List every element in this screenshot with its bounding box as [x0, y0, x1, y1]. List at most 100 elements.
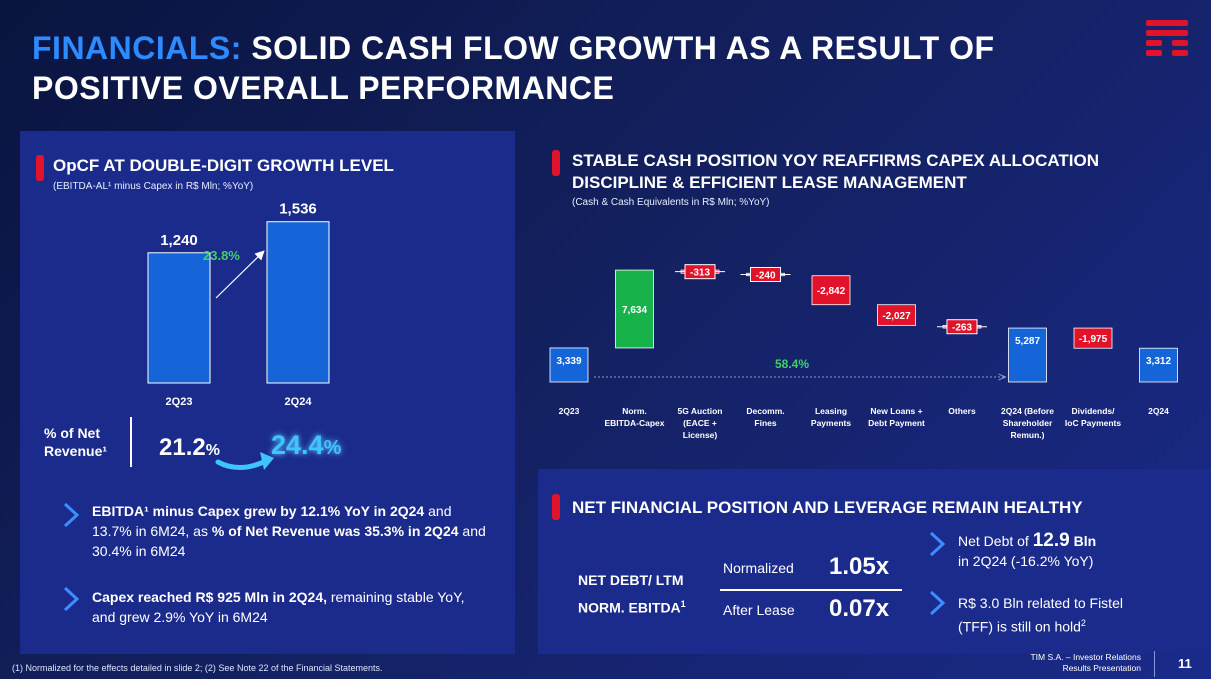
waterfall-label-box: [946, 319, 978, 335]
metric-sup: 1: [680, 599, 686, 609]
pct-label-line1: % of Net: [44, 425, 100, 441]
waterfall-category-label: Decomm.: [746, 406, 784, 416]
waterfall-label-box: [750, 266, 781, 282]
waterfall-category-label: Payments: [811, 418, 851, 428]
pct-2q23-unit: %: [205, 442, 220, 459]
waterfall-category-label: EBITDA-Capex: [605, 418, 665, 428]
page-title-rest: SOLID CASH FLOW GROWTH AS A RESULT OF PO…: [32, 30, 995, 106]
waterfall-category-label: (EACE +: [683, 418, 717, 428]
net-debt-unit: Bln: [1069, 533, 1097, 549]
growth-arrow: [215, 250, 265, 299]
waterfall-category-label: 2Q23: [559, 406, 580, 416]
fistel-sup: 2: [1080, 618, 1086, 628]
section-marker: [36, 155, 44, 181]
bullet1-plain2: and 30.4% in 6M24: [92, 523, 486, 559]
waterfall-bar: [1139, 347, 1178, 383]
bullet-capex: Capex reached R$ 925 Mln in 2Q24, remain…: [92, 587, 482, 627]
page-title: FINANCIALS: SOLID CASH FLOW GROWTH AS A …: [32, 28, 1132, 108]
pct-label-line2: Revenue¹: [44, 443, 108, 459]
tim-logo: [1146, 20, 1188, 56]
fistel-line2: (TFF) is still on hold: [958, 618, 1081, 635]
waterfall-bar: [1008, 327, 1047, 383]
bullet1-plain1: and 13.7% in 6M24, as: [92, 503, 452, 539]
waterfall-value-label: -1,975: [1079, 334, 1108, 345]
chevron-right-icon: [929, 531, 946, 557]
waterfall-category-label: Fines: [754, 418, 776, 428]
fistel-bullet: R$ 3.0 Bln related to Fistel (TFF) is st…: [958, 593, 1123, 637]
net-financial-title: NET FINANCIAL POSITION AND LEVERAGE REMA…: [572, 498, 1083, 517]
footer-line1: TIM S.A. – Investor Relations: [1030, 652, 1141, 662]
cash-position-title: STABLE CASH POSITION YOY REAFFIRMS CAPEX…: [572, 151, 1100, 192]
after-lease-value: 0.07x: [829, 595, 890, 622]
pct-net-revenue-label: % of Net Revenue¹: [44, 424, 107, 460]
footnote: (1) Normalized for the effects detailed …: [12, 663, 383, 673]
chevron-right-icon: [63, 502, 80, 528]
waterfall-category-label: 5G Auction: [677, 406, 722, 416]
waterfall-value-label: -2,027: [882, 311, 911, 322]
footer-line2: Results Presentation: [1062, 663, 1141, 673]
metric-line2: NORM. EBITDA: [578, 599, 681, 616]
waterfall-bar: [549, 347, 589, 383]
opcf-value-label: 1,536: [279, 201, 317, 218]
waterfall-category-label: 2Q24 (Before: [1001, 406, 1054, 416]
waterfall-value-label: 3,339: [556, 356, 581, 367]
waterfall-bar: [615, 269, 654, 349]
pct-2q24-unit: %: [323, 437, 342, 459]
waterfall-value-label: -240: [755, 270, 775, 281]
page-title-highlight: FINANCIALS:: [32, 30, 242, 66]
waterfall-category-label: New Loans +: [870, 406, 922, 416]
cash-position-subtitle: (Cash & Cash Equivalents in R$ Mln; %YoY…: [572, 197, 770, 208]
opcf-category-label: 2Q23: [166, 396, 193, 408]
opcf-growth-label: 23.8%: [203, 248, 240, 263]
bullet2-bold1: Capex reached R$ 925 Mln in 2Q24,: [92, 589, 327, 605]
chevron-right-icon: [929, 590, 946, 616]
waterfall-value-label: 7,634: [622, 305, 647, 316]
waterfall-category-label: License): [683, 430, 718, 440]
waterfall-category-label: Dividends/: [1072, 406, 1116, 416]
opcf-value-label: 1,240: [160, 232, 198, 249]
opcf-category-label: 2Q24: [285, 396, 313, 408]
opcf-bar: [266, 221, 330, 384]
waterfall-bar: [877, 304, 916, 326]
waterfall-category-label: Remun.): [1011, 430, 1045, 440]
net-debt-line2: in 2Q24 (-16.2% YoY): [958, 553, 1094, 569]
bullet1-bold2: % of Net Revenue was 35.3% in 2Q24: [211, 523, 459, 539]
pct-2q24-value: 24.4: [271, 430, 324, 460]
net-debt-bullet: Net Debt of 12.9 Bln in 2Q24 (-16.2% YoY…: [958, 531, 1096, 571]
waterfall-label-box: [684, 264, 716, 280]
opcf-title: OpCF AT DOUBLE-DIGIT GROWTH LEVEL: [53, 156, 394, 175]
cash-waterfall-chart: 3,339 2Q23 7,634 Norm. EBITDA-Capex -313 5G Au…: [549, 264, 1178, 440]
waterfall-value-label: 5,287: [1015, 336, 1040, 347]
waterfall-bar: [811, 275, 851, 306]
left-panel: [20, 131, 515, 654]
table-separator: [720, 589, 902, 591]
divider: [130, 417, 132, 467]
waterfall-category-label: Norm.: [622, 406, 647, 416]
normalized-label: Normalized: [723, 560, 794, 576]
page-number: 11: [1178, 656, 1192, 671]
waterfall-category-label: 2Q24: [1148, 406, 1169, 416]
net-debt-pre: Net Debt of: [958, 533, 1033, 549]
fistel-line1: R$ 3.0 Bln related to Fistel: [958, 595, 1123, 611]
curved-arrow-icon: [215, 452, 274, 470]
bullet2-plain1: remaining stable YoY, and grew 2.9% YoY …: [92, 589, 465, 625]
waterfall-category-label: Others: [948, 406, 976, 416]
metric-line1: NET DEBT/ LTM: [578, 572, 684, 588]
waterfall-value-label: -313: [690, 268, 710, 279]
waterfall-value-label: 3,312: [1146, 356, 1171, 367]
waterfall-category-label: Debt Payment: [868, 418, 925, 428]
footer-company: TIM S.A. – Investor Relations Results Pr…: [1030, 652, 1141, 674]
net-debt-metric-label: NET DEBT/ LTM NORM. EBITDA1: [578, 568, 686, 620]
net-financial-panel: [538, 469, 1211, 654]
section-marker: [552, 150, 560, 176]
chevron-right-icon: [63, 586, 80, 612]
pct-2q23: 21.2%: [159, 434, 220, 462]
waterfall-bar: [1073, 327, 1113, 349]
pct-2q24: 24.4%: [271, 430, 341, 461]
bullet-ebitda-capex: EBITDA¹ minus Capex grew by 12.1% YoY in…: [92, 501, 492, 561]
waterfall-growth-label: 58.4%: [775, 357, 809, 371]
opcf-bar: [147, 252, 211, 384]
bullet1-bold1: EBITDA¹ minus Capex grew by 12.1% YoY in…: [92, 503, 425, 519]
after-lease-label: After Lease: [723, 602, 795, 618]
waterfall-value-label: -2,842: [817, 286, 846, 297]
